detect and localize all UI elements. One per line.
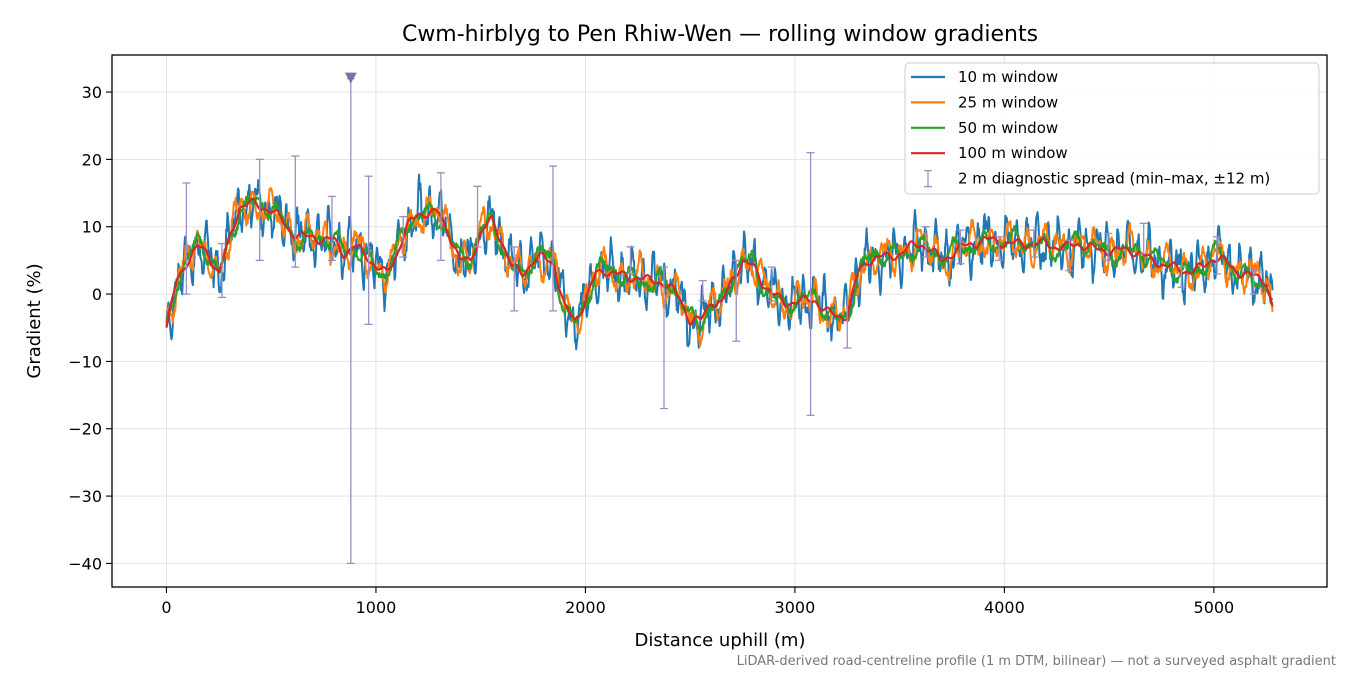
y-tick-label: −40 [68, 554, 102, 573]
error-bar-layer [182, 72, 1258, 565]
error-bar [436, 172, 445, 262]
legend-frame [904, 62, 1320, 195]
x-tick-label: 1000 [356, 598, 397, 617]
legend: 10 m window 25 m window 50 m window 100 m w… [904, 62, 1320, 195]
chart-title: Cwm-hirblyg to Pen Rhiw-Wen — rolling wi… [402, 22, 1038, 47]
y-tick-label: 0 [92, 285, 102, 304]
error-bar [1065, 239, 1074, 272]
error-bar [806, 151, 815, 416]
error-bar [732, 259, 741, 342]
y-axis-label: Gradient (%) [24, 263, 45, 378]
x-tick-label: 5000 [1194, 598, 1235, 617]
footnote: LiDAR-derived road-centreline profile (1… [737, 654, 1336, 669]
y-tick-label: 30 [82, 83, 102, 102]
x-tick-label: 2000 [565, 598, 606, 617]
legend-label: 2 m diagnostic spread (min–max, ±12 m) [958, 170, 1270, 188]
clipped-spread-marker [344, 72, 357, 84]
error-bar [1213, 236, 1222, 275]
legend-item: 10 m window [911, 68, 1058, 86]
y-tick-label: −30 [68, 487, 102, 506]
error-bar [473, 185, 482, 248]
error-bar [255, 158, 264, 262]
error-bar [291, 155, 300, 268]
legend-label: 100 m window [958, 144, 1068, 162]
error-bar [921, 226, 930, 258]
legend-label: 50 m window [958, 119, 1058, 137]
legend-item: 100 m window [911, 144, 1068, 162]
y-axis-ticks: −40 −30 −20 −10 0 10 20 30 [68, 83, 112, 573]
y-tick-label: 10 [82, 218, 102, 237]
x-axis-ticks: 0 1000 2000 3000 4000 5000 [161, 587, 1234, 617]
error-bar [327, 195, 336, 262]
error-bar [548, 165, 557, 312]
error-bar [698, 279, 707, 302]
error-bar [1139, 222, 1148, 255]
error-bar [659, 266, 668, 410]
legend-label: 10 m window [958, 68, 1058, 86]
error-bar [1177, 266, 1186, 288]
error-bar [1249, 269, 1258, 295]
legend-item: 25 m window [911, 93, 1058, 111]
y-tick-label: 20 [82, 150, 102, 169]
x-axis-label: Distance uphill (m) [635, 630, 806, 651]
x-tick-label: 3000 [775, 598, 816, 617]
y-tick-label: −10 [68, 352, 102, 371]
legend-item: 2 m diagnostic spread (min–max, ±12 m) [924, 170, 1270, 188]
error-bar [399, 215, 408, 258]
error-bar [956, 229, 965, 265]
y-tick-label: −20 [68, 420, 102, 439]
legend-item: 50 m window [911, 119, 1058, 137]
error-bar [182, 182, 191, 295]
x-tick-label: 0 [161, 598, 171, 617]
error-bar [1029, 229, 1038, 258]
error-bar [510, 246, 519, 312]
error-bar [1104, 232, 1113, 262]
error-bar [626, 246, 635, 275]
error-bar [843, 296, 852, 349]
error-bar [995, 236, 1004, 262]
error-bar [767, 266, 776, 302]
error-bar [364, 175, 373, 326]
legend-label: 25 m window [958, 93, 1058, 111]
x-tick-label: 4000 [984, 598, 1025, 617]
error-bar [217, 242, 226, 299]
plot-frame [111, 54, 1328, 588]
